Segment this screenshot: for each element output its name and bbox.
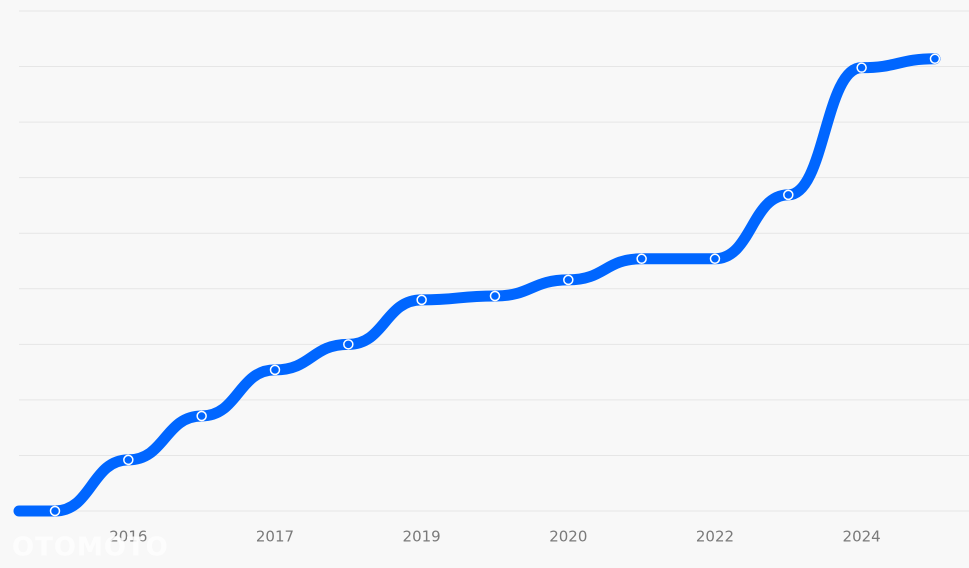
point [563,274,574,286]
point [269,364,281,376]
point [489,290,501,302]
point [49,505,61,517]
x-tick-label: 2017 [256,528,294,546]
point [343,339,354,350]
x-tick-label: 2019 [403,528,441,546]
x-tick-label: 2024 [843,528,881,546]
point [709,253,721,265]
point [856,62,867,73]
point [929,53,941,65]
point [636,253,647,265]
point [196,410,207,422]
x-tick-label: 2022 [696,528,734,546]
point [416,294,427,306]
x-tick-label: 2016 [109,528,147,546]
point [783,189,794,201]
x-tick-label: 2020 [549,528,587,546]
point [123,454,134,466]
watermark: OTOMOTO [12,533,169,563]
